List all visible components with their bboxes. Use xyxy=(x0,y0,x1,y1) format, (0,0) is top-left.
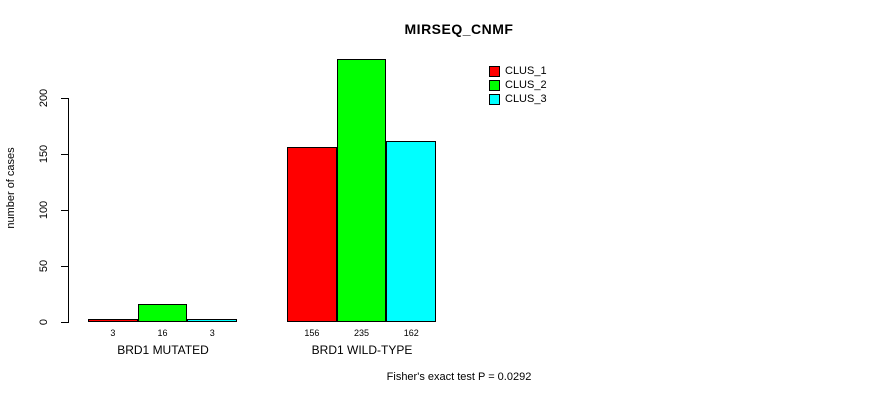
y-tick-label-100: 100 xyxy=(38,200,50,220)
bar-clus_1-brd1-wild-type xyxy=(287,147,337,322)
legend-item-clus-2: CLUS_2 xyxy=(489,78,547,92)
fisher-test-annotation: Fisher's exact test P = 0.0292 xyxy=(386,371,532,383)
y-tick-50 xyxy=(61,266,68,267)
y-tick-label-0: 0 xyxy=(38,318,50,326)
y-tick-150 xyxy=(61,154,68,155)
legend-item-clus-1: CLUS_1 xyxy=(489,64,547,78)
bar-value-label-clus_3-brd1-mutated: 3 xyxy=(209,328,215,338)
bar-clus_3-brd1-mutated xyxy=(187,319,238,322)
y-tick-label-50: 50 xyxy=(38,259,50,273)
legend-label-clus-3: CLUS_3 xyxy=(505,93,547,105)
group-label-brd1-mutated: BRD1 MUTATED xyxy=(117,343,209,357)
y-tick-100 xyxy=(61,210,68,211)
bar-value-label-clus_3-brd1-wild-type: 162 xyxy=(403,328,419,338)
bar-value-label-clus_2-brd1-wild-type: 235 xyxy=(354,328,370,338)
group-label-brd1-wild-type: BRD1 WILD-TYPE xyxy=(311,343,413,357)
bar-value-label-clus_1-brd1-mutated: 3 xyxy=(110,328,116,338)
bar-clus_3-brd1-wild-type xyxy=(386,141,437,322)
y-tick-label-150: 150 xyxy=(38,144,50,164)
legend-item-clus-3: CLUS_3 xyxy=(489,92,547,106)
bar-clus_2-brd1-mutated xyxy=(137,304,188,322)
y-tick-0 xyxy=(61,322,68,323)
bar-value-label-clus_2-brd1-mutated: 16 xyxy=(157,328,168,338)
chart-title: MIRSEQ_CNMF xyxy=(404,21,514,37)
legend: CLUS_1 CLUS_2 CLUS_3 xyxy=(489,64,547,106)
legend-swatch-clus-2-icon xyxy=(489,79,500,91)
legend-swatch-clus-1-icon xyxy=(489,65,500,77)
legend-label-clus-2: CLUS_2 xyxy=(505,79,547,91)
legend-swatch-clus-3-icon xyxy=(489,93,500,105)
y-axis-title: number of cases xyxy=(5,147,17,229)
y-axis-line xyxy=(68,98,69,323)
bar-value-label-clus_1-brd1-wild-type: 156 xyxy=(304,328,320,338)
y-tick-200 xyxy=(61,98,68,99)
legend-label-clus-1: CLUS_1 xyxy=(505,65,547,77)
bar-clus_1-brd1-mutated xyxy=(88,319,138,322)
bar-clus_2-brd1-wild-type xyxy=(336,59,387,322)
y-tick-label-200: 200 xyxy=(38,88,50,108)
